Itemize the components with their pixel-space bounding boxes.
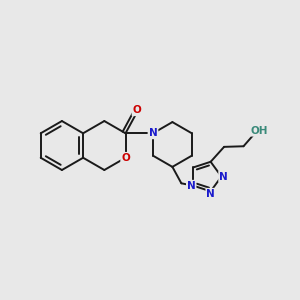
Text: O: O [133,105,141,115]
Text: O: O [121,153,130,163]
Text: N: N [206,189,215,199]
Text: OH: OH [251,126,268,136]
Text: N: N [187,181,196,191]
Text: N: N [148,128,158,138]
Text: N: N [148,128,158,138]
Text: N: N [219,172,228,182]
